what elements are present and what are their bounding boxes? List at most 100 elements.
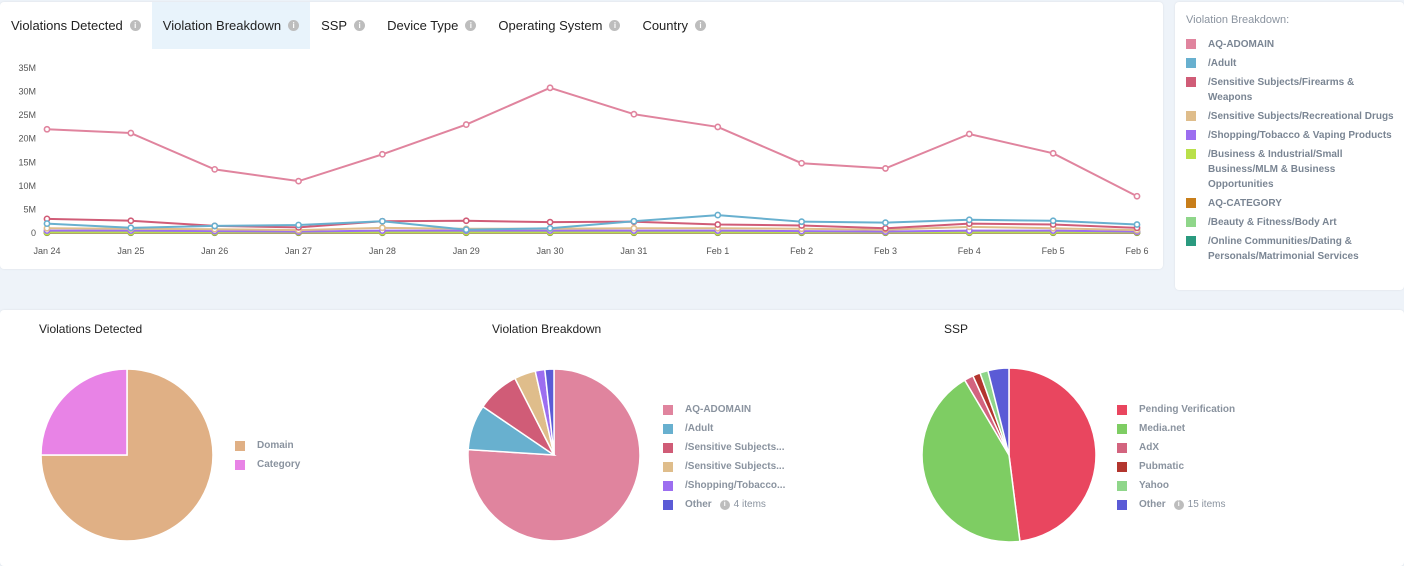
- pie-slice: [40, 368, 214, 542]
- pie-legend-item[interactable]: Pending Verification: [1117, 400, 1235, 419]
- info-icon[interactable]: i: [609, 20, 621, 31]
- line-chart: 0 5M 10M 15M 20M 25M 30M 35M Jan 24 Jan 25 Jan 26 J…: [18, 63, 1148, 256]
- tab-device-type[interactable]: Device Type i: [376, 2, 487, 49]
- data-point: [295, 221, 302, 229]
- data-point: [882, 219, 889, 227]
- data-point: [127, 217, 135, 225]
- data-point: [462, 217, 470, 225]
- info-icon[interactable]: i: [354, 20, 366, 31]
- data-point: [378, 217, 386, 225]
- legend-swatch: [1186, 77, 1196, 87]
- info-icon[interactable]: i: [1173, 499, 1184, 510]
- data-point: [798, 159, 806, 167]
- pie-slice: [921, 379, 1021, 543]
- tab-label: Operating System: [498, 18, 603, 33]
- legend-label: AQ-CATEGORY: [1208, 198, 1282, 209]
- legend-label: /Online Communities/Dating & Personals/M…: [1208, 236, 1359, 262]
- legend-label: /Business & Industrial/Small Business/ML…: [1208, 149, 1343, 190]
- pie-charts-card: Violations Detected Domain Category Viola…: [0, 310, 1404, 566]
- info-icon[interactable]: i: [129, 20, 141, 31]
- pie-legend-item[interactable]: Other i 15 items: [1117, 495, 1235, 514]
- y-tick-label: 25M: [18, 110, 36, 120]
- data-point: [43, 125, 51, 133]
- pie-title-violations-detected: Violations Detected: [39, 322, 143, 336]
- pie-legend-item[interactable]: AdX: [1117, 438, 1235, 457]
- legend-swatch: [235, 440, 245, 451]
- legend-item[interactable]: /Sensitive Subjects/Recreational Drugs: [1186, 109, 1396, 124]
- pie-legend-label: Media.net: [1139, 423, 1186, 434]
- info-icon[interactable]: i: [465, 20, 477, 31]
- pie-legend-item[interactable]: /Sensitive Subjects...: [663, 438, 785, 457]
- legend-swatch: [1186, 130, 1196, 140]
- legend-item[interactable]: /Business & Industrial/Small Business/ML…: [1186, 147, 1396, 192]
- data-point: [1133, 221, 1141, 228]
- info-icon[interactable]: i: [288, 20, 300, 31]
- info-icon[interactable]: i: [694, 20, 706, 31]
- legend-title: Violation Breakdown:: [1186, 14, 1290, 26]
- pie-legend-item[interactable]: Media.net: [1117, 419, 1235, 438]
- legend-label: /Adult: [1208, 58, 1237, 69]
- legend-item[interactable]: /Beauty & Fitness/Body Art: [1186, 215, 1396, 230]
- pie-legend-item[interactable]: Other i 4 items: [663, 495, 785, 514]
- pie-slice: [544, 368, 555, 456]
- x-tick-label: Jan 28: [369, 246, 396, 256]
- data-point: [965, 130, 973, 138]
- x-tick-label: Feb 4: [958, 246, 981, 256]
- legend-item[interactable]: /Sensitive Subjects/Firearms & Weapons: [1186, 75, 1396, 105]
- pie-legend-violations-detected: Domain Category: [235, 436, 300, 474]
- legend-swatch: [1186, 58, 1196, 68]
- legend-item[interactable]: /Online Communities/Dating & Personals/M…: [1186, 234, 1396, 264]
- x-tick-label: Jan 25: [117, 246, 144, 256]
- x-tick-label: Feb 6: [1125, 246, 1148, 256]
- x-tick-label: Feb 2: [790, 246, 813, 256]
- legend-item[interactable]: AQ-ADOMAIN: [1186, 37, 1396, 52]
- tab-operating-system[interactable]: Operating System i: [487, 2, 631, 49]
- pie-legend-item[interactable]: Pubmatic: [1117, 457, 1235, 476]
- other-items-text: 4 items: [733, 499, 766, 510]
- tab-label: SSP: [321, 18, 348, 33]
- x-tick-label: Feb 3: [874, 246, 897, 256]
- pie-legend-item[interactable]: /Shopping/Tobacco...: [663, 476, 785, 495]
- data-point: [43, 220, 51, 227]
- other-items-count: i 15 items: [1173, 499, 1225, 510]
- y-tick-label: 20M: [18, 134, 36, 144]
- tab-ssp[interactable]: SSP i: [310, 2, 376, 49]
- pie-legend-item[interactable]: /Adult: [663, 419, 785, 438]
- pie-legend-label: Domain: [257, 440, 294, 451]
- legend-item[interactable]: /Shopping/Tobacco & Vaping Products: [1186, 128, 1396, 143]
- legend-swatch: [663, 442, 673, 453]
- legend-list: AQ-ADOMAIN/Adult/Sensitive Subjects/Fire…: [1186, 37, 1396, 268]
- data-point: [211, 222, 219, 230]
- tab-label: Country: [642, 18, 688, 33]
- tab-country[interactable]: Country i: [631, 2, 717, 49]
- tab-violation-breakdown[interactable]: Violation Breakdown i: [151, 2, 311, 49]
- pie-ssp: [921, 367, 1097, 543]
- legend-swatch: [1117, 480, 1127, 491]
- x-tick-label: Jan 30: [537, 246, 564, 256]
- pie-legend-item[interactable]: Domain: [235, 436, 300, 455]
- series-line: [46, 225, 1138, 232]
- pie-violations-detected: [40, 368, 214, 542]
- legend-item[interactable]: AQ-CATEGORY: [1186, 196, 1396, 211]
- data-point: [462, 226, 470, 234]
- y-tick-label: 10M: [18, 181, 36, 191]
- tab-violations-detected[interactable]: Violations Detected i: [0, 2, 152, 49]
- pie-legend-label: /Adult: [685, 423, 714, 434]
- legend-label: AQ-ADOMAIN: [1208, 39, 1275, 50]
- data-point: [1133, 192, 1141, 200]
- pie-legend-item[interactable]: Category: [235, 455, 300, 474]
- pie-title-ssp: SSP: [944, 322, 969, 336]
- legend-label: /Beauty & Fitness/Body Art: [1208, 217, 1337, 228]
- pie-legend-item[interactable]: Yahoo: [1117, 476, 1235, 495]
- data-point: [714, 221, 722, 228]
- legend-swatch: [1117, 423, 1127, 434]
- pie-legend-item[interactable]: AQ-ADOMAIN: [663, 400, 785, 419]
- pie-legend-label: /Shopping/Tobacco...: [685, 480, 786, 491]
- legend-item[interactable]: /Adult: [1186, 56, 1396, 71]
- data-point: [1049, 217, 1057, 225]
- info-icon[interactable]: i: [719, 499, 730, 510]
- pie-legend-label: AQ-ADOMAIN: [685, 404, 752, 415]
- pie-legend-item[interactable]: /Sensitive Subjects...: [663, 457, 785, 476]
- series--adult: [43, 211, 1141, 234]
